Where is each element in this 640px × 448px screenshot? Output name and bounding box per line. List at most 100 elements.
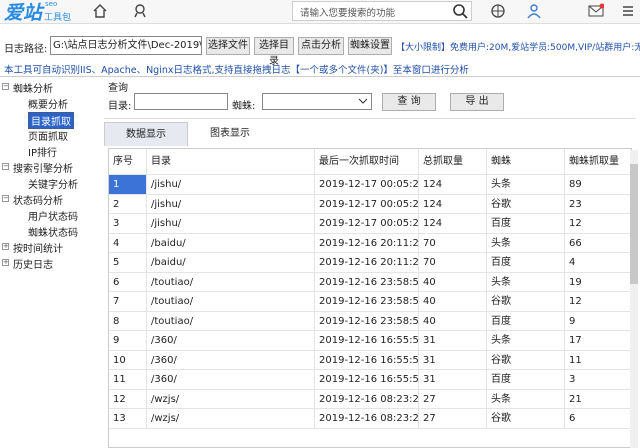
- table-cell: 70: [419, 253, 487, 273]
- tree-item[interactable]: IP排行: [28, 148, 57, 159]
- table-cell: /360/: [147, 331, 315, 351]
- table-cell: 6: [109, 272, 147, 292]
- table-cell: 12: [565, 214, 631, 234]
- table-cell: 9: [565, 312, 631, 331]
- logo: 爱站: [4, 2, 43, 24]
- table-cell: 27: [419, 389, 487, 409]
- table-cell: /360/: [147, 370, 315, 390]
- table-cell: 头条: [487, 389, 565, 409]
- table-cell: /baidu/: [147, 253, 315, 273]
- tree-toggle[interactable]: −: [2, 194, 9, 202]
- table-cell: 2019-12-16 16:55:57: [315, 331, 419, 351]
- toolbar-button[interactable]: 点击分析: [298, 37, 344, 55]
- table-cell: 谷歌: [487, 292, 565, 312]
- table-cell: 31: [419, 350, 487, 370]
- table-cell: 70: [419, 233, 487, 253]
- table-cell: 11: [109, 370, 147, 390]
- table-cell: 头条: [487, 175, 565, 195]
- tree-toggle[interactable]: +: [2, 258, 9, 266]
- column-header[interactable]: 序号: [109, 149, 147, 175]
- table-cell: 2019-12-16 23:58:51: [315, 311, 419, 331]
- export-button[interactable]: 导 出: [450, 93, 504, 111]
- tree-item[interactable]: 关键字分析: [28, 180, 78, 191]
- search-icon[interactable]: [452, 3, 468, 19]
- table-cell: 7: [109, 292, 147, 312]
- table-cell: 2: [109, 194, 147, 214]
- menu-icon[interactable]: [620, 3, 636, 19]
- toolbar-button[interactable]: 蜘蛛设置: [348, 37, 392, 55]
- tool-icon[interactable]: [132, 3, 148, 19]
- table-cell: 谷歌: [487, 350, 565, 370]
- table-cell: 8: [109, 311, 147, 331]
- table-cell: 10: [109, 350, 147, 370]
- table-cell: 124: [419, 194, 487, 214]
- tree-item[interactable]: 蜘蛛状态码: [28, 228, 78, 239]
- tree-group[interactable]: 历史日志: [13, 260, 53, 271]
- table-cell: 17: [565, 331, 631, 351]
- table-cell: 2019-12-17 00:05:22: [315, 214, 419, 234]
- table-cell: 头条: [487, 272, 565, 292]
- column-header[interactable]: 目录: [147, 149, 315, 175]
- search-box[interactable]: [292, 1, 472, 21]
- table-cell: 头条: [487, 233, 565, 253]
- table-cell: /jishu/: [147, 214, 315, 234]
- table-cell: 19: [565, 273, 631, 292]
- table-cell: 21: [565, 390, 631, 409]
- query-title: 查询: [108, 83, 128, 94]
- tree-item[interactable]: 概要分析: [28, 100, 68, 111]
- tree-toggle[interactable]: −: [2, 82, 9, 90]
- table-cell: 40: [419, 272, 487, 292]
- table-cell: /jishu/: [147, 194, 315, 214]
- table-cell: 谷歌: [487, 194, 565, 214]
- table-cell: /toutiao/: [147, 272, 315, 292]
- scroll-thumb[interactable]: [630, 164, 638, 284]
- user-icon[interactable]: [526, 3, 542, 19]
- select-arrow: [358, 98, 368, 104]
- mail-icon[interactable]: [588, 3, 604, 19]
- table-cell: 12: [565, 292, 631, 312]
- tree-toggle[interactable]: −: [2, 162, 9, 170]
- home-icon[interactable]: [92, 3, 108, 19]
- dir-input[interactable]: [134, 93, 228, 110]
- table-cell: 头条: [487, 331, 565, 351]
- tab[interactable]: 数据显示: [104, 122, 188, 146]
- dir-label: 目录:: [108, 101, 132, 112]
- table-cell: 124: [419, 175, 487, 195]
- column-header[interactable]: 最后一次抓取时间: [315, 149, 419, 175]
- toolbar-button[interactable]: 选择文件: [206, 37, 250, 55]
- tree-group[interactable]: 状态码分析: [13, 196, 63, 207]
- spider-select[interactable]: [262, 93, 372, 110]
- table-cell: 40: [419, 292, 487, 312]
- tree-item[interactable]: 页面抓取: [28, 132, 68, 143]
- table-cell: 31: [419, 370, 487, 390]
- table-cell: /wzjs/: [147, 389, 315, 409]
- table-cell: 40: [419, 311, 487, 331]
- column-header[interactable]: 蜘蛛抓取量: [565, 149, 631, 175]
- table-cell: 谷歌: [487, 409, 565, 429]
- table-cell: 6: [565, 409, 631, 429]
- table-cell: 百度: [487, 311, 565, 331]
- table-cell: /360/: [147, 350, 315, 370]
- table-cell: /wzjs/: [147, 409, 315, 429]
- table-cell: 2019-12-16 23:58:51: [315, 272, 419, 292]
- table-cell: 2019-12-16 08:23:28: [315, 389, 419, 409]
- tree-toggle[interactable]: +: [2, 242, 9, 250]
- table-cell: /jishu/: [147, 175, 315, 195]
- table-cell: 9: [109, 331, 147, 351]
- scrollbar[interactable]: [630, 150, 638, 448]
- tab[interactable]: 图表显示: [210, 128, 250, 139]
- query-button[interactable]: 查 询: [382, 93, 436, 111]
- tree-group[interactable]: 搜索引擎分析: [13, 164, 73, 175]
- tree-item[interactable]: 目录抓取: [28, 112, 74, 129]
- tree-item[interactable]: 用户状态码: [28, 212, 78, 223]
- logo-sub: 工具包: [44, 13, 72, 23]
- toolbar-button[interactable]: 选择目录: [254, 37, 294, 67]
- path-input[interactable]: G:\站点日志分析文件\Dec-2019\xx.cc: [50, 36, 202, 55]
- globe-icon[interactable]: [490, 3, 506, 19]
- table-cell: 2019-12-17 00:05:22: [315, 175, 419, 195]
- tree-group[interactable]: 蜘蛛分析: [13, 84, 53, 95]
- column-header[interactable]: 蜘蛛: [487, 149, 565, 175]
- tree-group[interactable]: 按时间统计: [13, 244, 63, 255]
- table-cell: 23: [565, 195, 631, 214]
- column-header[interactable]: 总抓取量: [419, 149, 487, 175]
